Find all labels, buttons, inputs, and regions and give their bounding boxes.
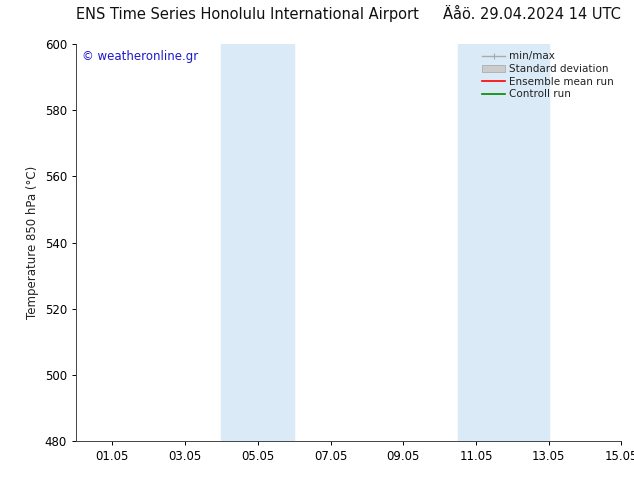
Text: ENS Time Series Honolulu International Airport: ENS Time Series Honolulu International A…: [76, 7, 419, 22]
Legend: min/max, Standard deviation, Ensemble mean run, Controll run: min/max, Standard deviation, Ensemble me…: [480, 49, 616, 101]
Text: © weatheronline.gr: © weatheronline.gr: [82, 50, 198, 63]
Bar: [458, 44, 548, 441]
Text: Äåö. 29.04.2024 14 UTC: Äåö. 29.04.2024 14 UTC: [443, 7, 621, 22]
Bar: [221, 44, 294, 441]
Y-axis label: Temperature 850 hPa (°C): Temperature 850 hPa (°C): [26, 166, 39, 319]
